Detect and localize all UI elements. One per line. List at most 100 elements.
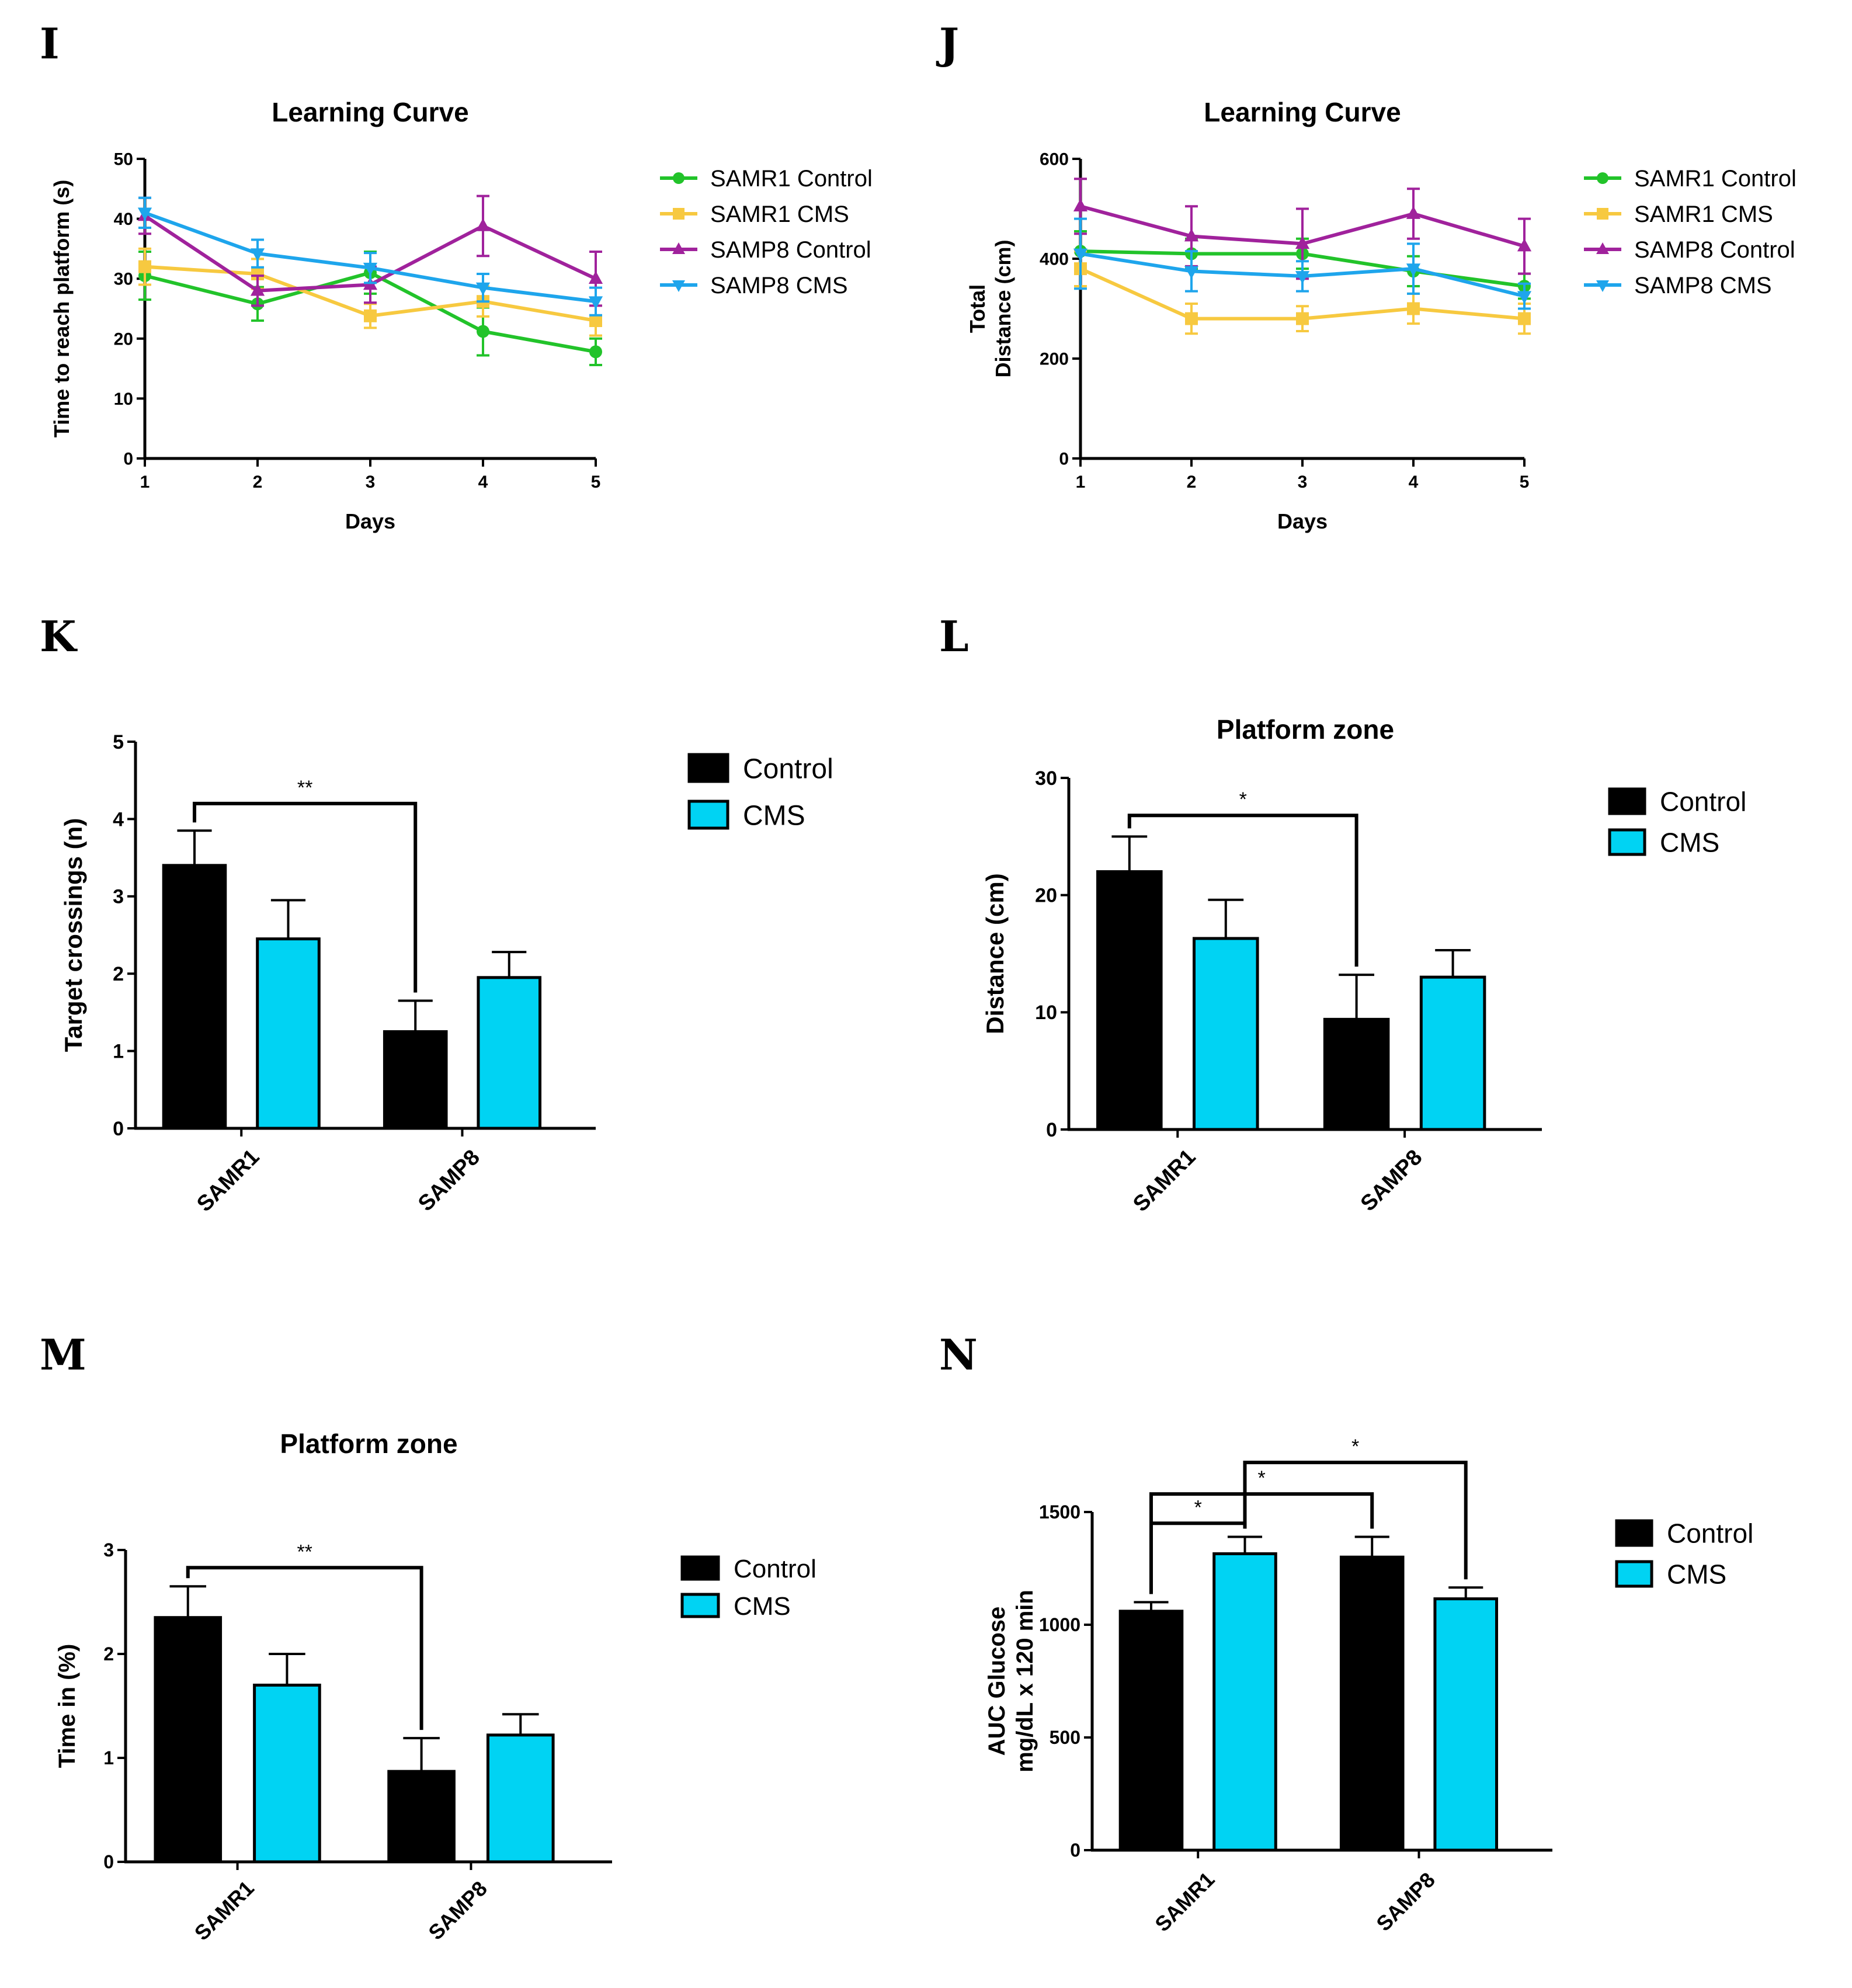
x-tick-label: 5 (1520, 472, 1530, 492)
y-tick-label: 50 (114, 150, 133, 169)
data-point (589, 345, 602, 359)
data-point (251, 267, 264, 280)
y-tick-label: 20 (114, 329, 133, 349)
legend-swatch (687, 800, 729, 830)
legend-marker (672, 280, 685, 292)
y-tick-label: 30 (114, 270, 133, 289)
bar (383, 1030, 448, 1130)
legend-swatch (680, 1555, 720, 1581)
legend-marker (1596, 242, 1609, 254)
legend-marker (673, 172, 684, 184)
panel-letter: I (40, 19, 60, 68)
y-tick-label: 500 (1050, 1727, 1080, 1748)
legend-label: Control (743, 753, 833, 784)
bar (1419, 975, 1486, 1131)
legend-label: CMS (734, 1592, 791, 1621)
data-point (1406, 206, 1421, 219)
y-tick-label: 20 (1035, 885, 1057, 907)
bar (162, 864, 227, 1130)
data-point (1517, 238, 1532, 252)
y-axis-label: mg/dL x 120 min (1012, 1590, 1038, 1772)
significance-label: * (1351, 1436, 1359, 1458)
significance-bracket (186, 1566, 423, 1730)
legend-swatch (680, 1593, 720, 1618)
legend-label: Control (1667, 1518, 1753, 1549)
data-point (1518, 312, 1531, 325)
significance-bracket (1127, 814, 1358, 967)
data-point (475, 218, 491, 231)
legend-label: SAMP8 CMS (710, 273, 848, 298)
data-point (1073, 248, 1088, 262)
bar (1193, 937, 1259, 1131)
y-axis-label: Target crossings (n) (60, 818, 87, 1052)
bar (486, 1733, 555, 1864)
panel-letter: J (936, 19, 959, 68)
data-point (588, 271, 603, 284)
legend-label: SAMR1 CMS (710, 201, 849, 227)
y-tick-label: 4 (113, 808, 124, 830)
y-tick-label: 0 (123, 450, 133, 469)
x-tick-label: 2 (253, 472, 263, 492)
x-tick-label: 4 (1409, 472, 1419, 492)
bar (1118, 1610, 1184, 1852)
data-point (589, 314, 602, 328)
data-point (1295, 271, 1310, 284)
legend-label: SAMR1 CMS (1634, 201, 1773, 227)
bar (1096, 870, 1163, 1131)
panel-letter: L (939, 611, 969, 661)
y-tick-label: 600 (1040, 150, 1069, 169)
y-axis-label: Distance (cm) (991, 239, 1015, 377)
data-point (364, 309, 377, 322)
legend-swatch (1615, 1560, 1653, 1588)
y-tick-label: 0 (1046, 1119, 1057, 1141)
y-tick-label: 10 (1035, 1002, 1057, 1024)
significance-label: * (1257, 1467, 1265, 1489)
data-point (250, 248, 265, 262)
bar (154, 1616, 223, 1864)
bar (256, 937, 321, 1130)
legend-swatch (687, 753, 729, 783)
y-axis-label: Total (965, 284, 989, 333)
data-point (137, 207, 152, 221)
y-tick-label: 2 (113, 963, 124, 985)
chart-title: Learning Curve (272, 97, 468, 127)
data-point (1517, 291, 1532, 304)
x-tick-label: 5 (591, 472, 601, 492)
y-tick-label: 1 (103, 1747, 114, 1768)
data-point (477, 325, 489, 338)
panel-letter: M (40, 1330, 86, 1379)
legend-label: CMS (743, 800, 805, 831)
significance-bracket (192, 801, 418, 993)
legend-label: CMS (1660, 828, 1719, 858)
panel-letter: K (40, 611, 78, 661)
legend-swatch (1615, 1519, 1653, 1547)
legend-label: SAMR1 Control (710, 166, 873, 192)
legend-label: SAMP8 Control (1634, 237, 1795, 263)
data-point (1406, 263, 1421, 277)
x-axis-label: Days (345, 509, 395, 533)
data-point (1184, 266, 1199, 279)
chart-title: Platform zone (280, 1429, 457, 1459)
significance-label: * (1239, 788, 1247, 811)
y-tick-label: 10 (114, 390, 133, 409)
panel-I: I Learning Curve 0 10 20 30 40 50 Time to reach … (40, 19, 873, 533)
bar (253, 1683, 321, 1864)
y-tick-label: 0 (103, 1851, 114, 1872)
y-tick-label: 0 (113, 1118, 124, 1140)
x-tick-label: 1 (140, 472, 150, 492)
bar (1433, 1597, 1499, 1852)
significance-bracket (1149, 1492, 1374, 1594)
y-tick-label: 0 (1059, 450, 1069, 469)
y-tick-label: 1500 (1039, 1502, 1080, 1523)
chart-title: Platform zone (1217, 714, 1394, 745)
bar (1212, 1552, 1277, 1852)
significance-label: * (1194, 1496, 1202, 1518)
legend-swatch (1608, 828, 1646, 856)
data-point (1185, 312, 1198, 325)
significance-bracket (1243, 1461, 1468, 1580)
legend-marker (1596, 280, 1609, 292)
y-axis-label: Distance (cm) (981, 873, 1009, 1034)
y-tick-label: 2 (103, 1643, 114, 1664)
y-tick-label: 5 (113, 731, 124, 753)
